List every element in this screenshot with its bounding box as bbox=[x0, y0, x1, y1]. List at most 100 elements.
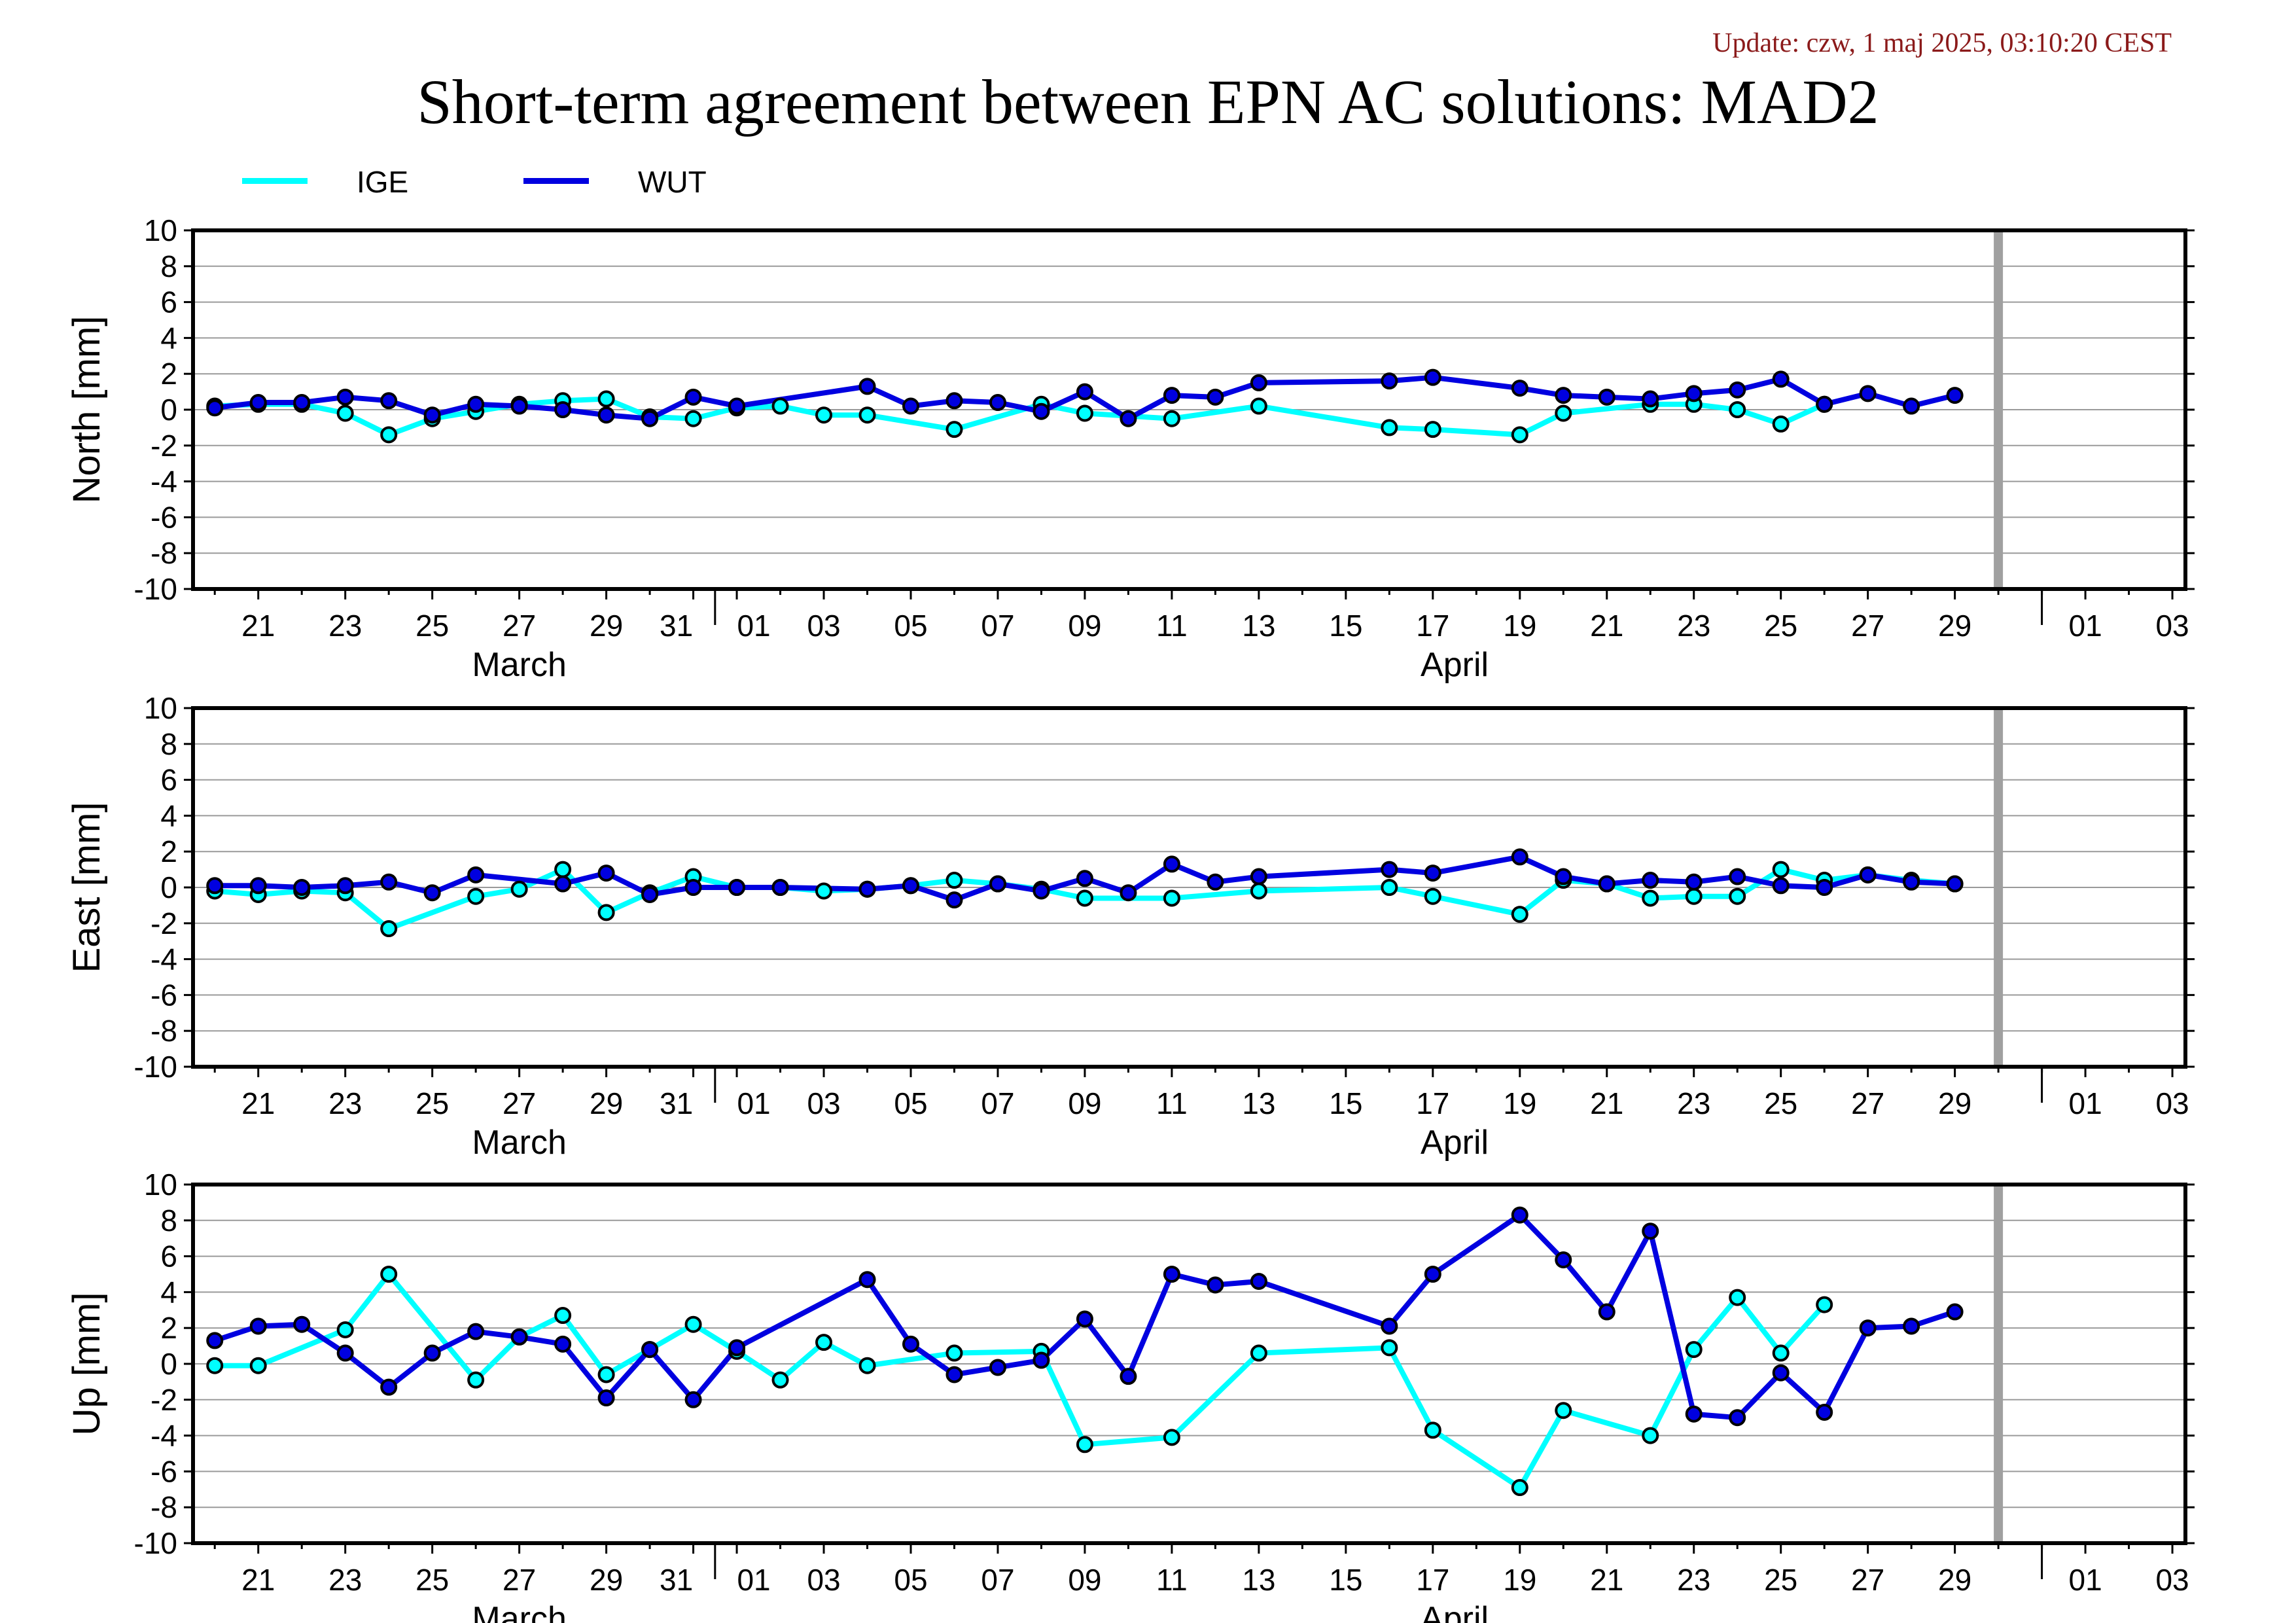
panel-3-point-wut bbox=[641, 1341, 659, 1359]
panel-1-point-ige bbox=[380, 426, 398, 444]
panel-3-point-wut bbox=[1424, 1266, 1441, 1283]
panel-3-point-ige bbox=[1685, 1341, 1703, 1359]
panel-2-xtick-label: 11 bbox=[1156, 1086, 1188, 1120]
panel-3-point-ige bbox=[1642, 1427, 1659, 1444]
panel-3-point-wut bbox=[380, 1378, 398, 1396]
panel-3-point-wut bbox=[902, 1335, 919, 1353]
panel-1-point-wut bbox=[641, 410, 659, 427]
panel-3-point-wut bbox=[945, 1366, 963, 1383]
panel-3-point-ige bbox=[1381, 1339, 1398, 1357]
panel-1-point-ige bbox=[1772, 415, 1790, 433]
panel-1-point-wut bbox=[1903, 397, 1920, 415]
panel-1-point-wut bbox=[293, 394, 311, 412]
panel-2-ytick-label: -8 bbox=[150, 1014, 177, 1048]
panel-2-point-wut bbox=[1381, 861, 1398, 878]
panel-2-xtick-label: 03 bbox=[2155, 1086, 2189, 1120]
panel-2-xtick-label: 23 bbox=[328, 1086, 362, 1120]
panel-3-ytick-label: -8 bbox=[150, 1490, 177, 1524]
panel-3-point-wut bbox=[1250, 1272, 1267, 1290]
panel-3-point-wut bbox=[1946, 1303, 1964, 1321]
panel-2-point-wut bbox=[771, 879, 789, 896]
panel-2-point-wut bbox=[293, 879, 311, 896]
panel-3-ytick-label: -6 bbox=[150, 1454, 177, 1488]
panel-1-point-wut bbox=[1424, 368, 1441, 386]
panel-2-ytick-label: -6 bbox=[150, 978, 177, 1012]
panel-2-point-wut bbox=[989, 875, 1006, 893]
panel-2-point-wut bbox=[1642, 872, 1659, 889]
panel-3-point-wut bbox=[1903, 1317, 1920, 1335]
panel-2-ytick-label: -2 bbox=[150, 906, 177, 940]
panel-1-xtick-label: 07 bbox=[981, 609, 1014, 643]
panel-2-ytick-label: 4 bbox=[160, 798, 177, 832]
panel-1-ytick-label: 10 bbox=[144, 213, 177, 247]
panel-3-xtick-label: 29 bbox=[590, 1563, 623, 1597]
panel-3-xtick-label: 23 bbox=[328, 1563, 362, 1597]
panel-2-point-ige bbox=[815, 882, 833, 900]
panel-3-point-wut bbox=[989, 1359, 1006, 1376]
panel-1-point-wut bbox=[554, 401, 572, 418]
panel-3-point-wut bbox=[1685, 1405, 1703, 1423]
panel-1-point-ige bbox=[1511, 426, 1528, 444]
panel-2-xtick-label: 25 bbox=[1764, 1086, 1797, 1120]
panel-1-point-ige bbox=[1163, 410, 1180, 427]
panel-2-point-ige bbox=[945, 872, 963, 889]
panel-2-point-ige bbox=[1642, 889, 1659, 907]
panel-3-point-wut bbox=[249, 1317, 267, 1335]
panel-2-point-wut bbox=[902, 877, 919, 895]
panel-3-point-ige bbox=[858, 1357, 876, 1374]
panel-2-point-ige bbox=[1511, 906, 1528, 923]
panel-1-point-wut bbox=[945, 392, 963, 410]
panel-2-point-wut bbox=[1685, 873, 1703, 891]
panel-1-point-wut bbox=[1772, 370, 1790, 388]
panel-3-point-wut bbox=[336, 1344, 354, 1362]
panel-2-point-wut bbox=[1250, 868, 1267, 885]
panel-1-point-wut bbox=[858, 378, 876, 395]
panel-1-point-wut bbox=[1642, 390, 1659, 408]
panel-2-point-wut bbox=[1816, 879, 1833, 896]
panel-3-xtick-label: 21 bbox=[1590, 1563, 1623, 1597]
panel-1-point-wut bbox=[1207, 388, 1224, 406]
panel-1-point-wut bbox=[380, 392, 398, 410]
panel-3-point-ige bbox=[1511, 1479, 1528, 1497]
panel-1-point-ige bbox=[597, 390, 615, 408]
panel-2-point-wut bbox=[1163, 855, 1180, 873]
panel-1-point-ige bbox=[336, 404, 354, 422]
panel-3-point-ige bbox=[336, 1321, 354, 1338]
panel-1-xtick-label: 25 bbox=[1764, 609, 1797, 643]
panel-3-xtick-label: 25 bbox=[1764, 1563, 1797, 1597]
panel-1-point-ige bbox=[1424, 421, 1441, 438]
panel-3-point-ige bbox=[945, 1344, 963, 1362]
panel-1-xtick-label: 17 bbox=[1416, 609, 1449, 643]
panel-1-ytick-label: 2 bbox=[160, 357, 177, 391]
panel-1-ytick-label: -4 bbox=[150, 465, 177, 499]
panel-3-ytick-label: -2 bbox=[150, 1383, 177, 1417]
panel-1-ytick-label: -8 bbox=[150, 536, 177, 570]
panel-3-point-ige bbox=[1555, 1402, 1572, 1419]
panel-3-point-wut bbox=[1598, 1303, 1616, 1321]
panel-1-month-label: April bbox=[1421, 646, 1489, 684]
panel-1-point-ige bbox=[945, 421, 963, 438]
panel-1-point-wut bbox=[510, 397, 528, 415]
panel-3-point-wut bbox=[1859, 1319, 1877, 1337]
panel-2-point-wut bbox=[206, 877, 224, 895]
panel-1-point-wut bbox=[1250, 374, 1267, 391]
panel-2-point-ige bbox=[597, 904, 615, 921]
panel-3-xtick-label: 25 bbox=[415, 1563, 449, 1597]
panel-3-xtick-label: 03 bbox=[2155, 1563, 2189, 1597]
panel-2-point-wut bbox=[467, 866, 485, 883]
panel-2-xtick-label: 25 bbox=[415, 1086, 449, 1120]
panel-2-point-ige bbox=[1772, 861, 1790, 878]
panel-2-xtick-label: 05 bbox=[894, 1086, 927, 1120]
panel-1-point-wut bbox=[1946, 387, 1964, 404]
panel-2-xtick-label: 07 bbox=[981, 1086, 1014, 1120]
panel-3-point-wut bbox=[1511, 1206, 1528, 1224]
panel-3-ytick-label: -10 bbox=[134, 1526, 177, 1560]
panel-1-point-wut bbox=[1816, 395, 1833, 413]
panel-2-point-wut bbox=[1729, 868, 1746, 885]
panel-1-xtick-label: 27 bbox=[503, 609, 536, 643]
panel-3-point-wut bbox=[1729, 1409, 1746, 1427]
chart-title: Short-term agreement between EPN AC solu… bbox=[417, 67, 1879, 137]
panel-1-point-ige bbox=[1381, 419, 1398, 437]
panel-3-ytick-label: 0 bbox=[160, 1347, 177, 1381]
panel-2-point-wut bbox=[1903, 873, 1920, 891]
